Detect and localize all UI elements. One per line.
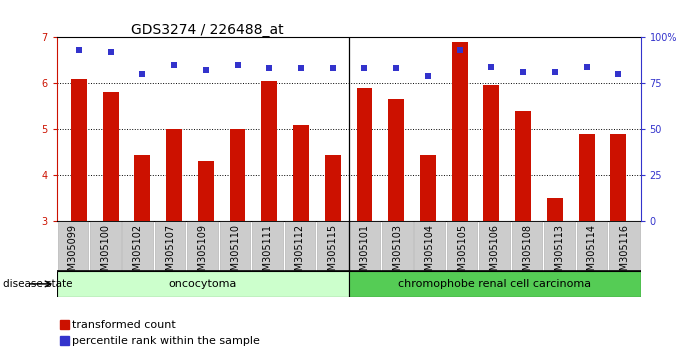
Point bbox=[422, 73, 433, 79]
Point bbox=[613, 71, 624, 77]
Bar bbox=[155, 221, 185, 271]
Point bbox=[73, 47, 84, 53]
Text: GSM305100: GSM305100 bbox=[100, 224, 111, 283]
Bar bbox=[545, 221, 575, 271]
Bar bbox=[57, 221, 88, 271]
Bar bbox=[90, 221, 121, 271]
FancyBboxPatch shape bbox=[57, 271, 348, 297]
Text: oncocytoma: oncocytoma bbox=[169, 279, 237, 289]
Text: GSM305115: GSM305115 bbox=[328, 224, 337, 283]
Bar bbox=[285, 221, 315, 271]
Bar bbox=[187, 221, 218, 271]
Bar bbox=[415, 221, 445, 271]
Point bbox=[264, 65, 275, 71]
Bar bbox=[220, 221, 250, 271]
Bar bbox=[512, 221, 542, 271]
Point bbox=[581, 64, 592, 69]
Text: GSM305102: GSM305102 bbox=[133, 224, 143, 283]
Bar bbox=[317, 221, 348, 271]
Point bbox=[549, 69, 560, 75]
Text: GSM305110: GSM305110 bbox=[230, 224, 240, 283]
Text: GDS3274 / 226488_at: GDS3274 / 226488_at bbox=[131, 23, 284, 37]
Text: GSM305107: GSM305107 bbox=[165, 224, 176, 283]
Bar bbox=[610, 134, 626, 221]
Bar bbox=[609, 221, 640, 271]
Point bbox=[518, 69, 529, 75]
Bar bbox=[484, 85, 500, 221]
Point bbox=[390, 65, 401, 71]
Point bbox=[359, 65, 370, 71]
Bar bbox=[388, 99, 404, 221]
Point bbox=[169, 62, 180, 68]
Point bbox=[200, 68, 211, 73]
Bar bbox=[252, 221, 283, 271]
Point bbox=[296, 65, 307, 71]
Bar bbox=[452, 42, 468, 221]
Bar bbox=[122, 221, 153, 271]
Point bbox=[454, 47, 465, 53]
Text: GSM305099: GSM305099 bbox=[68, 224, 78, 283]
Bar bbox=[480, 221, 510, 271]
Bar bbox=[293, 125, 309, 221]
Bar bbox=[261, 81, 277, 221]
Text: GSM305112: GSM305112 bbox=[295, 224, 305, 283]
Bar bbox=[71, 79, 87, 221]
Bar bbox=[198, 161, 214, 221]
Text: GSM305111: GSM305111 bbox=[263, 224, 272, 283]
Text: GSM305116: GSM305116 bbox=[619, 224, 630, 283]
Bar bbox=[357, 88, 372, 221]
Text: GSM305108: GSM305108 bbox=[522, 224, 532, 283]
Text: GSM305113: GSM305113 bbox=[554, 224, 565, 283]
Point bbox=[105, 49, 116, 55]
Point bbox=[137, 71, 148, 77]
Text: GSM305104: GSM305104 bbox=[425, 224, 435, 283]
Text: disease state: disease state bbox=[3, 279, 73, 289]
Bar bbox=[350, 221, 380, 271]
Text: transformed count: transformed count bbox=[72, 320, 176, 330]
Bar bbox=[576, 221, 607, 271]
Bar bbox=[578, 134, 594, 221]
Text: chromophobe renal cell carcinoma: chromophobe renal cell carcinoma bbox=[398, 279, 591, 289]
Point bbox=[486, 64, 497, 69]
Bar bbox=[229, 129, 245, 221]
Bar bbox=[60, 320, 68, 329]
Bar bbox=[135, 154, 150, 221]
Point bbox=[232, 62, 243, 68]
Text: GSM305103: GSM305103 bbox=[392, 224, 402, 283]
Bar bbox=[103, 92, 119, 221]
Text: GSM305109: GSM305109 bbox=[198, 224, 207, 283]
Text: GSM305114: GSM305114 bbox=[587, 224, 597, 283]
Bar bbox=[325, 154, 341, 221]
Bar bbox=[547, 198, 562, 221]
FancyBboxPatch shape bbox=[348, 271, 641, 297]
Point bbox=[328, 65, 339, 71]
Bar bbox=[382, 221, 413, 271]
Text: GSM305101: GSM305101 bbox=[360, 224, 370, 283]
Bar bbox=[60, 336, 68, 345]
Text: GSM305105: GSM305105 bbox=[457, 224, 467, 283]
Text: GSM305106: GSM305106 bbox=[490, 224, 500, 283]
Bar bbox=[447, 221, 477, 271]
Text: percentile rank within the sample: percentile rank within the sample bbox=[72, 336, 260, 346]
Bar bbox=[420, 154, 436, 221]
Bar bbox=[515, 111, 531, 221]
Bar bbox=[166, 129, 182, 221]
